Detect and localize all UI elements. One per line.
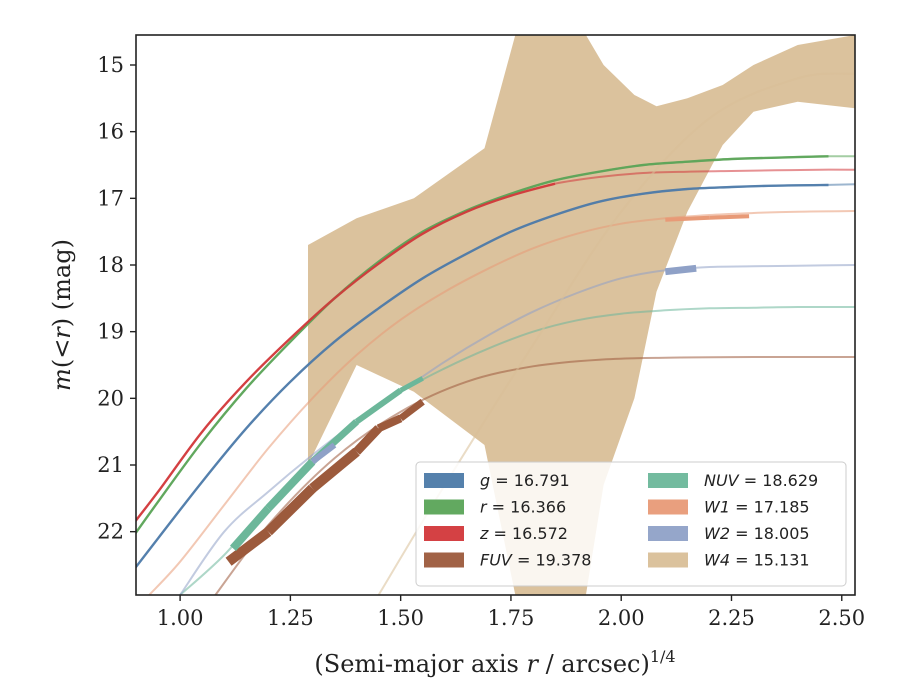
legend-label-w1: W1 = 17.185	[704, 498, 810, 517]
x-tick-label: 2.50	[818, 606, 865, 630]
series-fuv-measured-segment	[264, 484, 316, 536]
series-w1-measured-segment	[709, 214, 750, 220]
series-nuv-measured-segment	[230, 505, 272, 551]
measured-curves-layer	[136, 155, 829, 569]
x-axis-label: (Semi-major axis r / arcsec)1/4	[314, 647, 675, 678]
series-z-measured-line	[136, 182, 556, 523]
series-w2-measured-segment	[664, 264, 697, 276]
legend-label-w2: W2 = 18.005	[704, 524, 810, 543]
series-fuv-measured-segment	[376, 414, 403, 432]
y-tick-label: 22	[97, 520, 124, 544]
series-g-measured-line	[136, 183, 829, 569]
y-tick-label: 18	[97, 253, 124, 277]
y-tick-label: 19	[97, 320, 124, 344]
series-r-measured-line	[136, 155, 829, 535]
series-w1-measured-segment	[665, 215, 710, 222]
legend-swatch-g	[424, 473, 464, 488]
legend-label-g: g = 16.791	[480, 471, 570, 490]
legend-swatch-w4	[648, 552, 688, 568]
y-tick-label: 20	[97, 386, 124, 410]
y-tick-label: 17	[97, 186, 124, 210]
legend-label-z: z = 16.572	[479, 524, 568, 543]
legend-frame	[415, 461, 847, 587]
plot-frame	[135, 34, 856, 596]
legend-swatch-fuv	[424, 552, 464, 568]
series-w2-measured-segment	[310, 442, 337, 465]
series-fuv-model-line	[214, 355, 855, 595]
x-tick-label: 1.50	[377, 606, 424, 630]
legend-swatch-z	[424, 526, 464, 541]
x-tick-label: 1.00	[157, 606, 204, 630]
series-nuv-measured-segment	[265, 458, 316, 512]
y-tick-label: 15	[97, 53, 124, 77]
legend-swatch-w1	[648, 499, 688, 515]
series-fuv-measured-segment	[309, 447, 360, 493]
series-w4-band	[308, 35, 855, 595]
legend-label-r: r = 16.366	[480, 498, 566, 517]
y-tick-label: 16	[97, 120, 124, 144]
series-w2-model-line	[179, 264, 855, 595]
series-nuv-measured-segment	[399, 376, 424, 393]
axis-ticks: 1.00 1.25 1.50 1.75 2.00 2.25 2.50 15 16 17 18 19 20…	[97, 53, 865, 630]
y-axis-label: m(<r) (mag)	[48, 239, 76, 391]
x-tick-label: 2.25	[708, 606, 755, 630]
legend-label-fuv: FUV = 19.378	[480, 551, 591, 570]
series-nuv-measured-segment	[354, 387, 403, 425]
w4-band-layer	[308, 35, 855, 595]
legend-swatch-w2	[648, 526, 688, 541]
series-w1-model-line	[148, 210, 855, 595]
series-fuv-measured-segment	[225, 527, 272, 566]
legend: g = 16.791 r = 16.366 z = 16.572 FUV = 19.3…	[415, 461, 847, 587]
legend-swatch-nuv	[648, 473, 688, 488]
legend-swatch-r	[424, 499, 464, 515]
y-tick-label: 21	[97, 453, 124, 477]
legend-label-nuv: NUV = 18.629	[704, 471, 818, 490]
series-fuv-measured-segment	[353, 425, 382, 455]
legend-label-w4: W4 = 15.131	[704, 551, 810, 570]
x-tick-label: 1.75	[488, 606, 535, 630]
series-fuv-measured-segment	[398, 398, 425, 422]
x-tick-label: 2.00	[598, 606, 645, 630]
x-tick-label: 1.25	[267, 606, 314, 630]
